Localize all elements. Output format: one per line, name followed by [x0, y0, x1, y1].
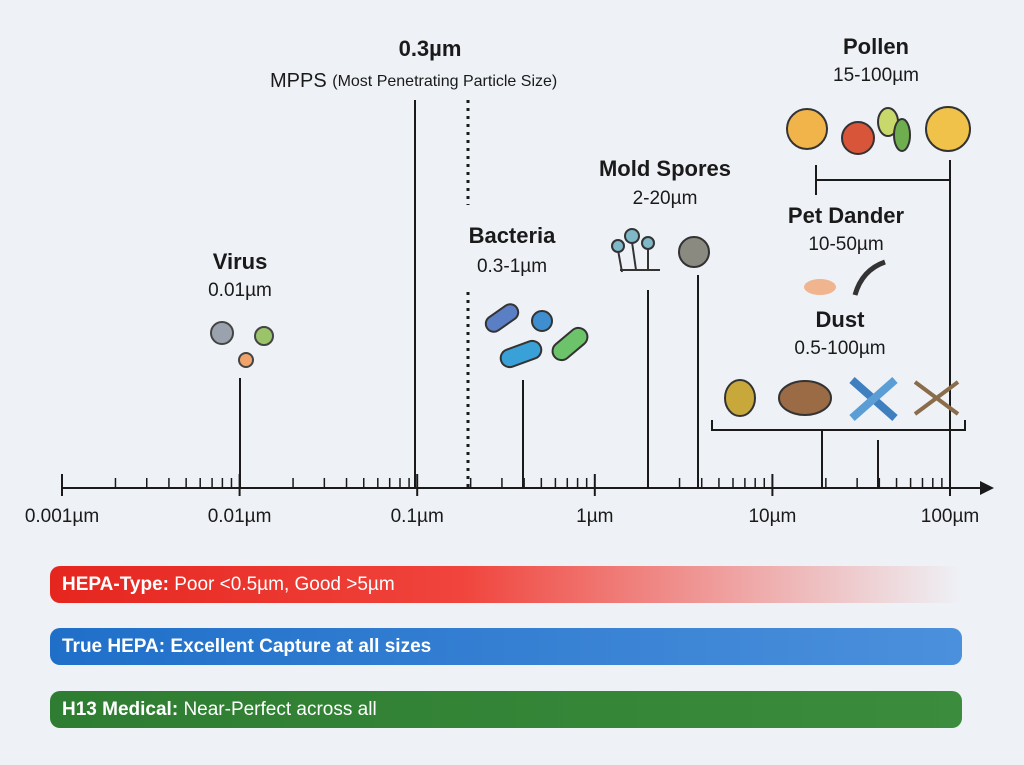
axis-label: 100µm	[921, 506, 979, 527]
mpps-label: MPPS (Most Penetrating Particle Size)	[270, 70, 557, 92]
virus-icon	[210, 321, 274, 368]
particle-name: Pollen	[843, 34, 909, 59]
filter-name: H13 Medical:	[62, 699, 178, 720]
particle-name: Dust	[816, 307, 866, 332]
particle-name: Virus	[213, 249, 268, 274]
filter-label: H13 Medical: Near-Perfect across all	[62, 699, 377, 720]
axis: 0.001µm 0.01µm 0.1µm 1µm 10µm 100µm	[25, 474, 994, 527]
pollen-icon	[786, 106, 971, 155]
mpps-value: 0.3µm	[399, 36, 462, 61]
filter-name: HEPA-Type:	[62, 574, 169, 595]
axis-label: 0.001µm	[25, 506, 99, 527]
bracket	[711, 420, 966, 431]
filter-name: True HEPA:	[62, 636, 165, 657]
filter-bar	[50, 566, 962, 603]
particle-size: 10-50µm	[808, 234, 883, 255]
axis-label: 1µm	[576, 506, 613, 527]
filter-label: True HEPA: Excellent Capture at all size…	[62, 636, 431, 657]
dander-icon	[804, 259, 886, 296]
axis-label: 0.1µm	[391, 506, 444, 527]
particle-size: 15-100µm	[833, 65, 919, 86]
particle-name: Bacteria	[469, 223, 557, 248]
particle-name: Mold Spores	[599, 156, 731, 181]
filter-bar	[50, 691, 962, 728]
filter-label: HEPA-Type: Poor <0.5µm, Good >5µm	[62, 574, 395, 595]
particle-size: 0.5-100µm	[794, 338, 885, 359]
dust-icon	[724, 377, 960, 421]
filter-description: Near-Perfect across all	[183, 699, 376, 720]
particle-size: 0.3-1µm	[477, 256, 547, 277]
mpps-label-text: MPPS	[270, 70, 327, 92]
mpps-note: (Most Penetrating Particle Size)	[332, 73, 557, 90]
particle-size: 2-20µm	[633, 188, 698, 209]
axis-arrow	[980, 481, 994, 495]
axis-label: 10µm	[748, 506, 796, 527]
particle-size: 0.01µm	[208, 280, 272, 301]
filter-description: Excellent Capture at all sizes	[170, 636, 431, 657]
bacteria-icon	[484, 303, 589, 369]
filter-bar	[50, 628, 962, 665]
mold-icon	[611, 228, 710, 273]
particle-name: Pet Dander	[788, 203, 905, 228]
axis-label: 0.01µm	[208, 506, 272, 527]
filter-description: Poor <0.5µm, Good >5µm	[174, 574, 394, 595]
